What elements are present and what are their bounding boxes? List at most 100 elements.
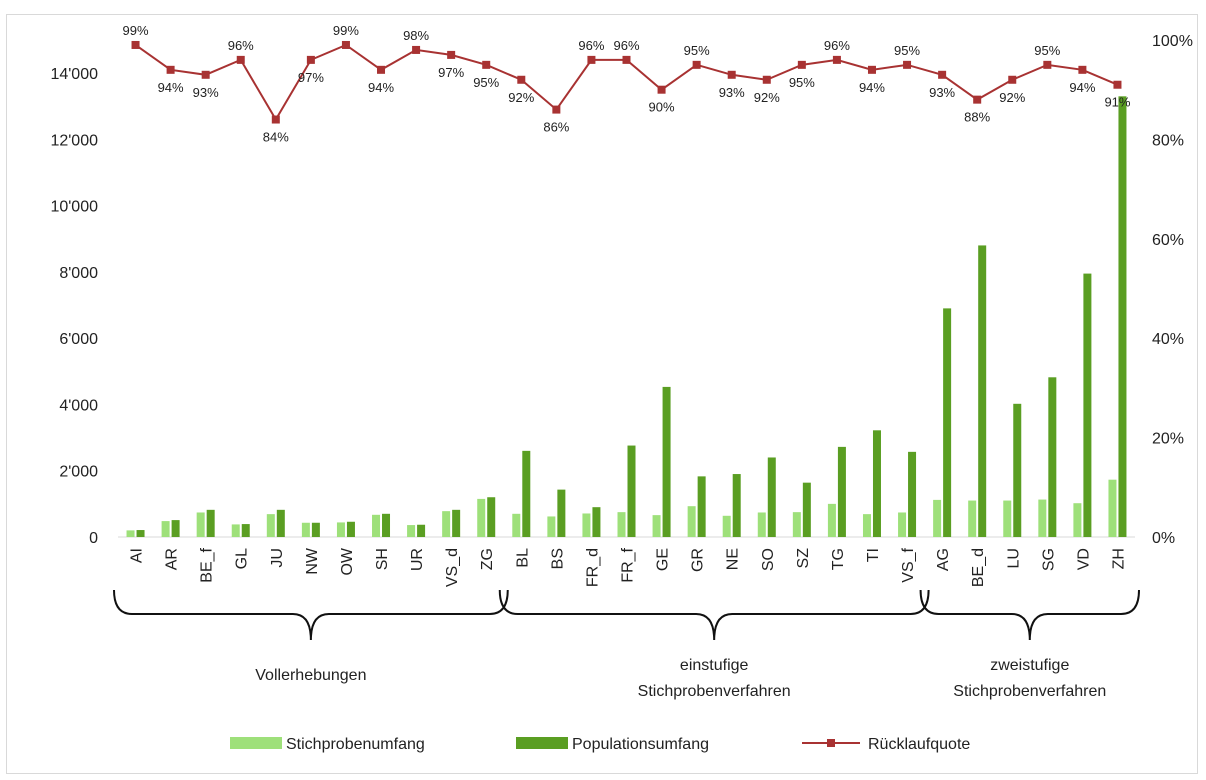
line-marker (341, 40, 350, 49)
line-marker (271, 115, 280, 124)
group-label: Stichprobenverfahren (638, 683, 791, 700)
left-axis-tick-label: 12'000 (50, 132, 98, 149)
line-marker (1043, 60, 1052, 69)
right-axis-tick-label: 20% (1152, 431, 1184, 448)
category-label: FR_f (620, 547, 637, 582)
bar-populationsumfang (627, 445, 636, 537)
bar-stichprobenumfang (442, 511, 451, 537)
bar-populationsumfang (276, 509, 285, 537)
bar-stichprobenumfang (266, 514, 275, 537)
bar-stichprobenumfang (231, 524, 240, 537)
legend-label: Rücklaufquote (868, 736, 970, 753)
right-axis-tick-label: 40% (1152, 331, 1184, 348)
data-label-ruecklaufquote: 86% (543, 120, 569, 135)
line-marker (797, 60, 806, 69)
line-marker (412, 45, 421, 54)
bar-populationsumfang (767, 457, 776, 537)
category-label: JU (269, 548, 286, 568)
group-label: einstufige (680, 657, 749, 674)
data-label-ruecklaufquote: 95% (894, 43, 920, 58)
data-label-ruecklaufquote: 90% (649, 100, 675, 115)
line-marker (692, 60, 701, 69)
bar-populationsumfang (557, 489, 566, 537)
data-label-ruecklaufquote: 91% (1104, 95, 1130, 110)
bar-stichprobenumfang (372, 514, 381, 537)
category-label: NE (725, 548, 742, 570)
bar-populationsumfang (872, 430, 881, 537)
bar-populationsumfang (837, 446, 846, 537)
data-label-ruecklaufquote: 96% (578, 38, 604, 53)
left-axis-tick-label: 0 (89, 530, 98, 547)
bar-populationsumfang (1118, 96, 1127, 538)
data-label-ruecklaufquote: 94% (368, 80, 394, 95)
data-label-ruecklaufquote: 97% (298, 70, 324, 85)
line-marker (552, 105, 561, 114)
right-axis-tick-label: 80% (1152, 132, 1184, 149)
line-marker (131, 40, 140, 49)
line-marker (377, 65, 386, 74)
bar-stichprobenumfang (336, 522, 345, 537)
line-marker (867, 65, 876, 74)
category-label: GE (655, 548, 672, 571)
category-label: VS_d (444, 548, 461, 587)
bar-populationsumfang (662, 386, 671, 537)
group-brace (113, 589, 509, 641)
line-marker (657, 85, 666, 94)
bar-stichprobenumfang (757, 512, 766, 537)
left-axis-tick-label: 6'000 (59, 331, 98, 348)
bar-populationsumfang (978, 245, 987, 537)
category-label: VS_f (900, 547, 917, 582)
category-label: TI (865, 548, 882, 562)
left-axis-tick-label: 2'000 (59, 464, 98, 481)
category-label: GR (690, 548, 707, 572)
category-label: SG (1040, 548, 1057, 571)
bar-stichprobenumfang (582, 513, 591, 537)
bar-populationsumfang (171, 520, 180, 537)
left-axis-tick-label: 10'000 (50, 199, 98, 216)
bar-populationsumfang (452, 509, 461, 537)
bar-stichprobenumfang (933, 499, 942, 537)
bar-stichprobenumfang (512, 513, 521, 537)
bar-stichprobenumfang (1108, 479, 1117, 537)
line-marker (447, 50, 456, 59)
right-axis-tick-label: 100% (1152, 33, 1193, 50)
category-label: UR (409, 548, 426, 571)
bar-stichprobenumfang (547, 516, 556, 537)
data-label-ruecklaufquote: 92% (508, 90, 534, 105)
right-axis-tick-label: 60% (1152, 232, 1184, 249)
bar-populationsumfang (1013, 403, 1022, 537)
data-label-ruecklaufquote: 97% (438, 65, 464, 80)
bar-stichprobenumfang (827, 503, 836, 537)
category-label: BL (514, 548, 531, 568)
left-axis-tick-label: 4'000 (59, 397, 98, 414)
data-label-ruecklaufquote: 95% (473, 75, 499, 90)
data-label-ruecklaufquote: 96% (824, 38, 850, 53)
line-marker (517, 75, 526, 84)
category-label: ZG (479, 548, 496, 570)
line-marker (236, 55, 245, 64)
bar-populationsumfang (522, 450, 531, 537)
line-marker (1008, 75, 1017, 84)
line-marker (306, 55, 315, 64)
line-marker (1078, 65, 1087, 74)
data-label-ruecklaufquote: 95% (684, 43, 710, 58)
line-marker (973, 95, 982, 104)
group-label: zweistufige (990, 657, 1069, 674)
bar-populationsumfang (802, 482, 811, 537)
category-label: OW (339, 547, 356, 575)
bar-populationsumfang (346, 521, 355, 537)
data-label-ruecklaufquote: 84% (263, 130, 289, 145)
left-axis-tick-label: 14'000 (50, 66, 98, 83)
category-label: TG (830, 548, 847, 570)
legend-label: Stichprobenumfang (286, 736, 425, 753)
bar-populationsumfang (592, 507, 601, 537)
data-label-ruecklaufquote: 98% (403, 28, 429, 43)
data-label-ruecklaufquote: 93% (193, 85, 219, 100)
bar-stichprobenumfang (652, 515, 661, 537)
category-label: AR (164, 548, 181, 570)
bar-populationsumfang (1048, 377, 1057, 537)
category-label: SZ (795, 548, 812, 569)
legend-label: Populationsumfang (572, 736, 709, 753)
group-brace (919, 589, 1140, 641)
